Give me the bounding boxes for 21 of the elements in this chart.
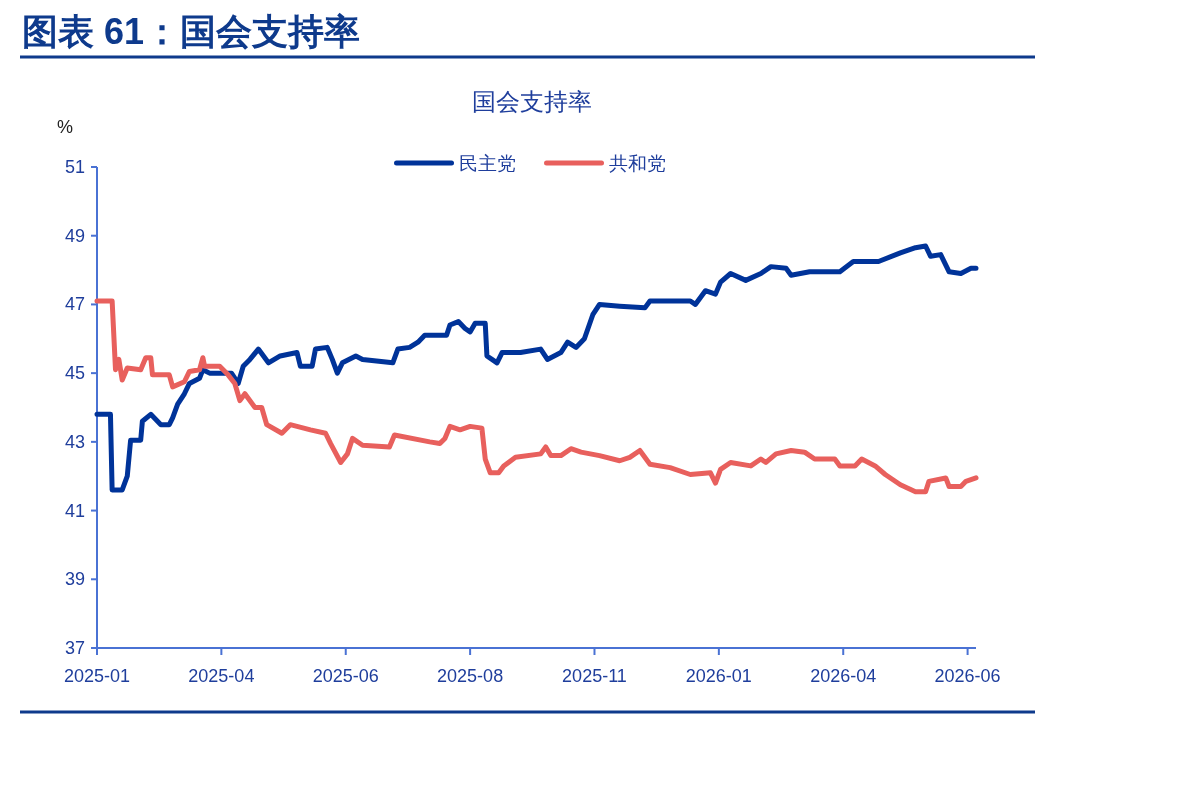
y-tick-label: 39 xyxy=(64,569,85,590)
legend-label: 共和党 xyxy=(608,153,666,174)
x-tick-label: 2025-08 xyxy=(437,666,504,686)
y-tick-label: 43 xyxy=(64,431,85,452)
y-tick-label: 41 xyxy=(64,500,85,521)
legend-label: 民主党 xyxy=(458,153,516,174)
y-axis-title: % xyxy=(56,117,74,137)
x-tick-label: 2026-06 xyxy=(934,666,1001,686)
x-tick-label: 2025-11 xyxy=(562,666,627,686)
y-tick-label: 37 xyxy=(64,638,85,658)
y-tick-label: 45 xyxy=(64,363,85,384)
x-tick-label: 2026-01 xyxy=(685,666,752,686)
chart-subtitle: 国会支持率 xyxy=(471,88,592,115)
y-tick-label: 47 xyxy=(64,294,85,315)
x-tick-label: 2026-04 xyxy=(810,666,877,686)
chart-title: 图表 61：国会支持率 xyxy=(22,11,361,52)
x-tick-label: 2025-01 xyxy=(63,666,131,686)
y-tick-label: 51 xyxy=(64,157,85,177)
x-tick-label: 2025-06 xyxy=(312,666,379,686)
y-tick-label: 49 xyxy=(64,225,85,246)
x-tick-label: 2025-04 xyxy=(188,666,255,686)
